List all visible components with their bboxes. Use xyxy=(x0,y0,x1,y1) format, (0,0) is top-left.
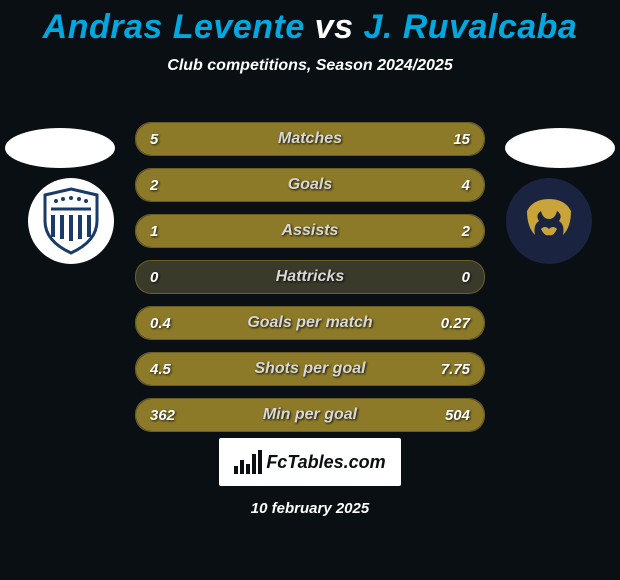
stat-label: Goals per match xyxy=(136,314,484,332)
stat-row: 5Matches15 xyxy=(135,122,485,156)
stat-label: Hattricks xyxy=(136,268,484,286)
stat-row: 362Min per goal504 xyxy=(135,398,485,432)
stat-label: Min per goal xyxy=(136,406,484,424)
stat-row: 4.5Shots per goal7.75 xyxy=(135,352,485,386)
comparison-title: Andras Levente vs J. Ruvalcaba xyxy=(0,0,620,47)
stats-comparison-block: 5Matches15 2Goals4 1Assists2 0Hattricks0 0.4… xyxy=(135,122,485,444)
stat-row: 1Assists2 xyxy=(135,214,485,248)
player2-name: J. Ruvalcaba xyxy=(363,8,577,46)
stat-label: Assists xyxy=(136,222,484,240)
stat-label: Goals xyxy=(136,176,484,194)
player1-photo-placeholder xyxy=(5,128,115,168)
bars-icon xyxy=(234,450,262,474)
footer-brand-text: FcTables.com xyxy=(266,452,385,473)
stat-row: 0Hattricks0 xyxy=(135,260,485,294)
club-logo-right xyxy=(506,178,592,264)
fctables-logo: FcTables.com xyxy=(219,438,401,486)
infographic-date: 10 february 2025 xyxy=(0,500,620,517)
club-logo-left xyxy=(28,178,114,264)
stat-label: Shots per goal xyxy=(136,360,484,378)
player1-name: Andras Levente xyxy=(43,8,305,46)
pumas-face-icon xyxy=(513,185,585,257)
pachuca-shield-icon xyxy=(35,185,107,257)
player2-photo-placeholder xyxy=(505,128,615,168)
stat-row: 0.4Goals per match0.27 xyxy=(135,306,485,340)
stat-label: Matches xyxy=(136,130,484,148)
stat-row: 2Goals4 xyxy=(135,168,485,202)
competition-subtitle: Club competitions, Season 2024/2025 xyxy=(0,57,620,75)
vs-separator: vs xyxy=(305,8,364,46)
